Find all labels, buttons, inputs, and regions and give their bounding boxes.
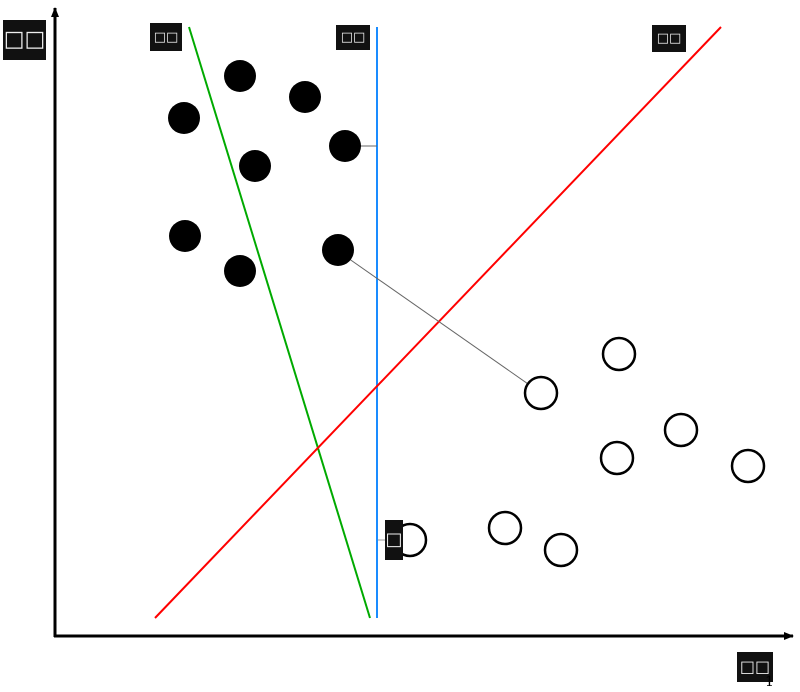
red-line-label: □□ xyxy=(652,25,686,52)
filled-point xyxy=(329,130,361,162)
open-point xyxy=(730,448,766,484)
x-axis-subscript: 1 xyxy=(765,674,774,690)
filled-point xyxy=(239,150,271,182)
blue-line-label: □□ xyxy=(336,25,370,50)
margin-label: □ xyxy=(385,520,403,560)
green-separator-line xyxy=(188,26,371,619)
filled-point xyxy=(224,60,256,92)
y-axis-label: □□ xyxy=(3,20,46,60)
filled-point xyxy=(169,220,201,252)
red-separator-line xyxy=(154,26,722,619)
filled-point xyxy=(168,102,200,134)
open-point xyxy=(523,375,559,411)
filled-point xyxy=(322,234,354,266)
filled-point xyxy=(224,255,256,287)
open-point xyxy=(487,510,523,546)
open-point xyxy=(601,336,637,372)
open-point xyxy=(663,412,699,448)
x-axis-label: □□ xyxy=(737,652,773,682)
open-point xyxy=(599,440,635,476)
filled-point xyxy=(289,81,321,113)
green-line-label: □□ xyxy=(150,23,182,51)
distance-guide xyxy=(344,255,542,394)
open-point xyxy=(543,532,579,568)
